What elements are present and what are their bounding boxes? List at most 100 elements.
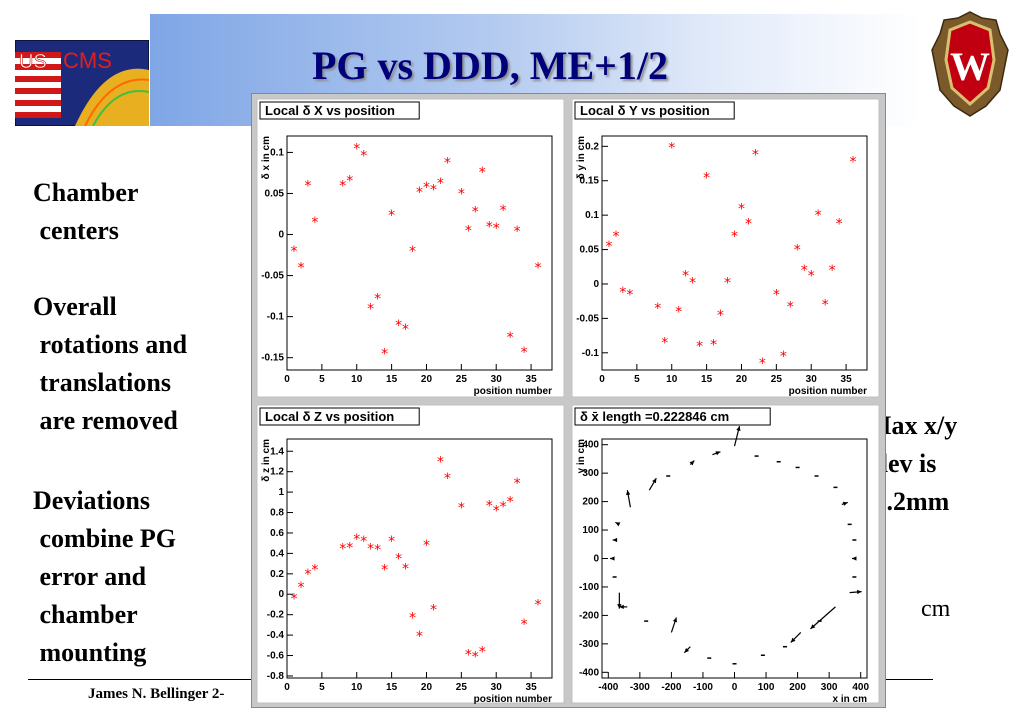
data-point: * bbox=[430, 182, 437, 198]
data-point: * bbox=[535, 597, 542, 613]
uscms-logo-icon: US CMS bbox=[15, 40, 149, 126]
x-tick-label: 0 bbox=[732, 682, 738, 693]
slide-title: PG vs DDD, ME+1/2 bbox=[311, 43, 669, 88]
chart-title-box bbox=[259, 407, 420, 426]
data-point: * bbox=[458, 500, 465, 516]
arrow-head bbox=[652, 478, 657, 484]
arrow-head bbox=[615, 522, 621, 527]
data-point: * bbox=[353, 141, 360, 157]
x-tick-label: -100 bbox=[693, 682, 713, 693]
y-tick-label: -0.1 bbox=[267, 312, 285, 323]
chart-panel-4: δ x̄ length =0.222846 cm -400 -300 -200 -100… bbox=[571, 404, 880, 705]
y-tick-label: -0.4 bbox=[267, 630, 285, 641]
data-point: * bbox=[423, 180, 430, 196]
data-point: * bbox=[402, 562, 409, 578]
data-point: * bbox=[290, 591, 297, 607]
data-point: * bbox=[710, 338, 717, 354]
arrow-head bbox=[619, 604, 624, 610]
x-tick-label: -400 bbox=[598, 682, 618, 693]
x-tick-label: 25 bbox=[456, 374, 468, 385]
data-point: * bbox=[458, 186, 465, 202]
y-tick-label: 1.4 bbox=[270, 446, 284, 457]
x-tick-label: 10 bbox=[666, 374, 678, 385]
chart-background bbox=[571, 98, 880, 398]
data-point: * bbox=[409, 244, 416, 260]
data-point: * bbox=[815, 208, 822, 224]
x-axis-label: x in cm bbox=[833, 694, 868, 705]
data-point: * bbox=[360, 149, 367, 165]
data-point: * bbox=[829, 263, 836, 279]
data-point: * bbox=[724, 276, 731, 292]
y-tick-label: 0.05 bbox=[580, 245, 600, 256]
x-tick-label: 15 bbox=[386, 682, 398, 693]
chart-title: Local δ Y vs position bbox=[580, 103, 710, 118]
chart-title-box bbox=[574, 407, 771, 426]
y-tick-label: 0.1 bbox=[585, 210, 599, 221]
chart-background bbox=[256, 404, 565, 704]
data-point: * bbox=[493, 503, 500, 519]
wisconsin-crest-icon: W bbox=[931, 11, 1009, 117]
x-tick-label: 100 bbox=[758, 682, 775, 693]
arrow-head bbox=[672, 617, 678, 623]
y-tick-label: 200 bbox=[582, 497, 599, 508]
y-tick-label: -0.2 bbox=[267, 610, 285, 621]
chart-background bbox=[256, 98, 565, 398]
data-point: * bbox=[675, 305, 682, 321]
data-point: * bbox=[465, 223, 472, 239]
arrow-head bbox=[842, 501, 848, 506]
data-point: * bbox=[311, 215, 318, 231]
x-tick-label: 300 bbox=[821, 682, 838, 693]
y-tick-label: 0.2 bbox=[585, 141, 599, 152]
data-point: * bbox=[759, 356, 766, 372]
data-point: * bbox=[297, 260, 304, 276]
x-tick-label: 5 bbox=[319, 374, 325, 385]
data-point: * bbox=[409, 611, 416, 627]
y-tick-label: -200 bbox=[579, 610, 599, 621]
arrow-shaft bbox=[810, 606, 836, 630]
data-point: * bbox=[822, 298, 829, 314]
y-tick-label: 0.2 bbox=[270, 569, 284, 580]
data-point: * bbox=[444, 155, 451, 171]
data-point: * bbox=[486, 498, 493, 514]
x-tick-label: -200 bbox=[661, 682, 681, 693]
y-tick-label: 0 bbox=[593, 279, 599, 290]
data-point: * bbox=[290, 244, 297, 260]
data-point: * bbox=[339, 541, 346, 557]
y-tick-label: 0.1 bbox=[270, 147, 284, 158]
y-axis-label: y in cm bbox=[576, 439, 587, 474]
data-point: * bbox=[479, 644, 486, 660]
data-point: * bbox=[423, 538, 430, 554]
y-tick-label: 0.8 bbox=[270, 508, 284, 519]
x-tick-label: 0 bbox=[599, 374, 605, 385]
arrow-head bbox=[790, 637, 796, 643]
y-tick-label: 0.4 bbox=[270, 548, 284, 559]
y-tick-label: 0.6 bbox=[270, 528, 284, 539]
data-point: * bbox=[346, 540, 353, 556]
x-tick-label: 0 bbox=[284, 682, 290, 693]
y-tick-label: 300 bbox=[582, 468, 599, 479]
data-point: * bbox=[752, 148, 759, 164]
chart-title-box bbox=[259, 101, 420, 120]
data-point: * bbox=[367, 301, 374, 317]
y-tick-label: 100 bbox=[582, 525, 599, 536]
x-tick-label: 20 bbox=[736, 374, 748, 385]
data-point: * bbox=[472, 650, 479, 666]
y-tick-label: -0.15 bbox=[261, 353, 284, 364]
data-point: * bbox=[304, 567, 311, 583]
x-tick-label: 30 bbox=[491, 374, 503, 385]
y-tick-label: -0.05 bbox=[261, 271, 284, 282]
x-tick-label: 30 bbox=[806, 374, 818, 385]
deviations-text: Deviations combine PG error and chamber … bbox=[33, 486, 176, 667]
data-point: * bbox=[654, 301, 661, 317]
y-tick-label: -0.05 bbox=[576, 313, 599, 324]
arrow-head bbox=[612, 537, 618, 543]
data-point: * bbox=[850, 154, 857, 170]
data-point: * bbox=[479, 165, 486, 181]
arrow-head bbox=[851, 556, 857, 561]
data-point: * bbox=[493, 221, 500, 237]
data-point: * bbox=[780, 349, 787, 365]
data-point: * bbox=[339, 178, 346, 194]
data-point: * bbox=[836, 216, 843, 232]
x-tick-label: 5 bbox=[634, 374, 640, 385]
